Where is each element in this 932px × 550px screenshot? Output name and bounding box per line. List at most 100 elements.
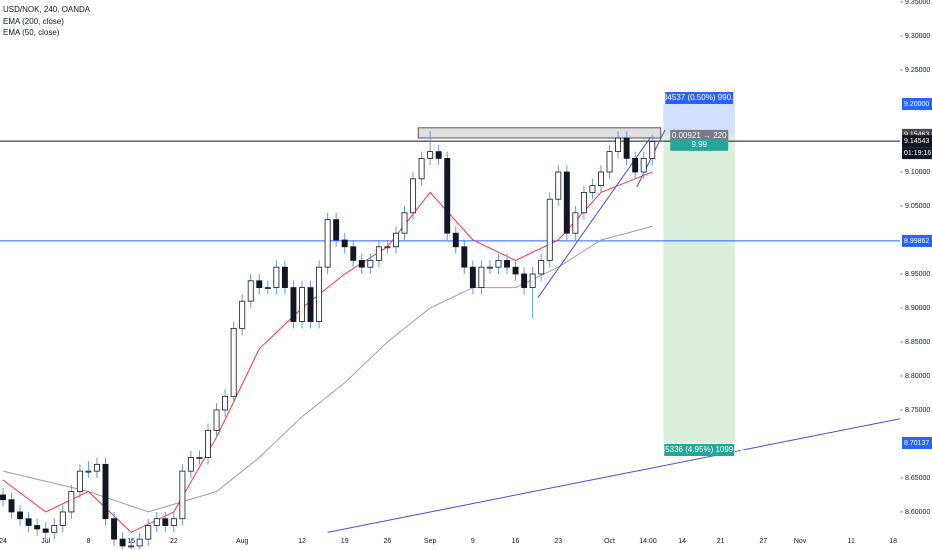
countdown-bg bbox=[902, 147, 932, 160]
candle-body bbox=[444, 158, 451, 234]
candle-body bbox=[187, 457, 194, 472]
price-marker bbox=[902, 234, 932, 247]
candle-body bbox=[17, 511, 24, 520]
candle-body bbox=[606, 151, 613, 173]
candle-body bbox=[102, 463, 109, 520]
y-tick-label: 8.95000 bbox=[905, 271, 930, 278]
candle-body bbox=[273, 266, 280, 288]
price-marker-label: 8.70137 bbox=[904, 440, 929, 447]
candle-body bbox=[119, 538, 126, 547]
candle-body bbox=[512, 266, 519, 275]
candle-body bbox=[640, 158, 647, 173]
candle-body bbox=[495, 259, 502, 268]
candle-body bbox=[563, 171, 570, 234]
price-marker-label: 9.14543 bbox=[904, 138, 929, 145]
x-tick-label: 9 bbox=[471, 538, 475, 545]
candle-body bbox=[76, 470, 83, 492]
candle-body bbox=[589, 185, 596, 193]
y-tick-label: 8.80000 bbox=[905, 373, 930, 380]
candle-body bbox=[170, 518, 177, 526]
y-tick-label: 9.05000 bbox=[905, 203, 930, 210]
candle-body bbox=[42, 528, 49, 533]
position-label: 0.04537 (0.50%) 990.82 bbox=[656, 93, 742, 102]
trendline bbox=[327, 418, 900, 533]
candle-body bbox=[461, 246, 468, 268]
candle-body bbox=[179, 470, 186, 520]
candle-body bbox=[529, 273, 536, 288]
candle-body bbox=[68, 491, 75, 513]
y-tick-label: 9.35000 bbox=[905, 0, 930, 6]
price-marker bbox=[902, 98, 932, 111]
x-tick-label: Sep bbox=[424, 538, 437, 545]
candle-body bbox=[623, 137, 630, 159]
x-tick-label: 15 bbox=[127, 538, 135, 545]
candle-body bbox=[546, 198, 553, 261]
price-marker-label: 9.20000 bbox=[904, 101, 929, 108]
y-tick-label: 9.25000 bbox=[905, 67, 930, 74]
x-tick-label: 12 bbox=[298, 538, 306, 545]
candle-body bbox=[51, 525, 58, 533]
candle-body bbox=[478, 266, 485, 288]
candle-body bbox=[341, 239, 348, 248]
x-tick-label: 23 bbox=[554, 538, 562, 545]
x-tick-label: 22 bbox=[170, 538, 178, 545]
candle-body bbox=[264, 287, 271, 289]
candle-body bbox=[8, 499, 15, 513]
price-marker bbox=[902, 135, 932, 148]
trendline bbox=[537, 137, 651, 299]
candle-body bbox=[350, 246, 357, 261]
candle-body bbox=[205, 429, 211, 458]
candle-body bbox=[162, 518, 169, 526]
candle-body bbox=[213, 409, 220, 431]
x-tick-label: 14:00 bbox=[639, 538, 657, 545]
x-tick-label: 26 bbox=[384, 538, 392, 545]
x-tick-label: 18 bbox=[889, 538, 897, 545]
candle-body bbox=[85, 470, 92, 473]
candle-body bbox=[222, 395, 229, 411]
position-label: 0.00921 → 220 bbox=[672, 131, 727, 140]
x-tick-label: Nov bbox=[794, 538, 807, 545]
candle-body bbox=[538, 259, 545, 275]
candle-body bbox=[401, 212, 408, 234]
candle-body bbox=[427, 151, 434, 159]
candle-body bbox=[393, 232, 399, 248]
candle-body bbox=[0, 494, 6, 501]
candle-body bbox=[93, 463, 100, 472]
candle-body bbox=[435, 151, 442, 159]
legend-entry: EMA (200, close) bbox=[3, 17, 64, 26]
candle-body bbox=[25, 518, 32, 526]
candle-body bbox=[136, 538, 143, 547]
y-tick-label: 9.30000 bbox=[905, 33, 930, 40]
candle-body bbox=[452, 232, 459, 248]
y-tick-label: 8.65000 bbox=[905, 475, 930, 482]
candle-body bbox=[256, 280, 263, 288]
candle-body bbox=[598, 171, 604, 186]
legend: USD/NOK, 240, OANDA EMA (200, close) EMA… bbox=[3, 5, 91, 37]
ema-line bbox=[2, 225, 653, 513]
x-tick-label: Jul bbox=[41, 538, 50, 545]
price-marker bbox=[902, 437, 932, 450]
candle-body bbox=[555, 171, 562, 200]
x-tick-label: Oct bbox=[604, 538, 615, 545]
candle-body bbox=[307, 287, 314, 322]
candle-body bbox=[615, 137, 622, 153]
candle-body bbox=[247, 280, 254, 302]
x-tick-label: 16 bbox=[512, 538, 520, 545]
y-tick-label: 8.85000 bbox=[905, 339, 930, 346]
candle-body bbox=[196, 457, 203, 459]
x-tick-label: 21 bbox=[717, 538, 725, 545]
candle-body bbox=[358, 259, 365, 268]
candle-body bbox=[239, 300, 246, 329]
legend-entry: EMA (50, close) bbox=[3, 28, 60, 37]
candle-body bbox=[34, 525, 41, 530]
x-tick-label: 19 bbox=[341, 538, 349, 545]
candle-body bbox=[59, 511, 66, 526]
candle-body bbox=[230, 327, 237, 397]
candle-body bbox=[290, 287, 297, 322]
candle-body bbox=[111, 518, 118, 540]
y-tick-label: 8.75000 bbox=[905, 407, 930, 414]
candle-body bbox=[632, 158, 639, 173]
x-tick-label: 27 bbox=[759, 538, 767, 545]
ema-line bbox=[2, 171, 653, 533]
